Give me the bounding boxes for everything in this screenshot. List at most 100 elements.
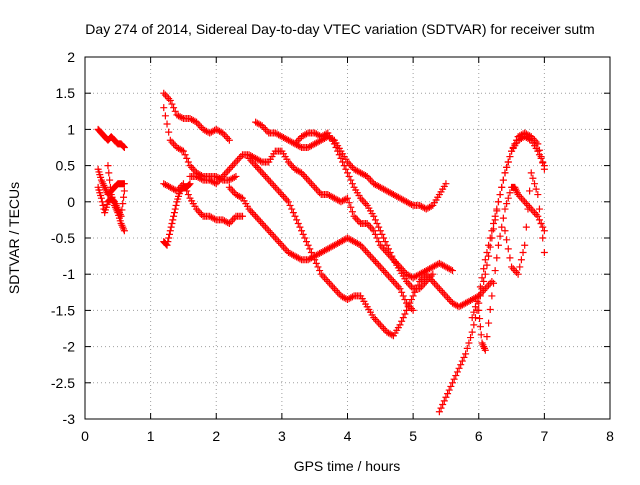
data-point-dense [329,283,337,291]
data-point [376,227,384,235]
data-point-dense [358,196,366,204]
data-point-dense [302,130,310,138]
chart-title: Day 274 of 2014, Sidereal Day-to-day VTE… [85,21,594,37]
data-point-dense [229,162,237,170]
data-point-dense [522,200,530,208]
data-point-dense [342,165,350,173]
data-point [166,96,174,104]
data-point-dense [394,283,402,291]
data-point-dense [211,215,219,223]
data-point [258,169,266,177]
data-point-dense [386,248,394,256]
data-point-dense [296,143,304,151]
data-point [442,292,450,300]
data-point-dense [465,339,473,347]
data-point [311,256,319,264]
data-point-dense [539,159,547,167]
data-point-dense [255,216,263,224]
data-point-dense [276,239,284,247]
data-point [337,154,345,162]
data-point [330,285,338,293]
data-point-dense [163,120,171,128]
data-point [409,306,417,314]
data-point-dense [483,283,491,291]
data-point-dense [485,252,493,260]
data-point-dense [170,140,178,148]
data-point [370,227,378,235]
data-point [389,277,397,285]
x-axis-label: GPS time / hours [294,458,401,474]
data-point-dense [535,146,543,154]
data-point-dense [504,245,512,253]
data-point [449,379,456,387]
data-point [422,277,430,285]
data-point-dense [375,319,383,327]
data-point [284,198,292,206]
data-point-dense [539,223,547,231]
data-point-dense [388,252,396,260]
data-point-dense [485,319,493,327]
data-point-dense [399,314,407,322]
data-point [239,212,246,220]
data-point-dense [532,185,540,193]
data-point-dense [512,268,520,276]
data-point [225,183,233,191]
data-point [475,299,483,307]
data-point-dense [168,138,176,146]
data-point-dense [385,272,393,280]
data-point-dense [499,176,507,184]
data-point-dense [373,259,381,267]
data-point-dense [447,382,455,390]
data-point-dense [503,163,511,171]
data-point-dense [478,285,486,293]
data-point-dense [299,230,307,238]
y-tick-label: -2 [63,339,76,355]
data-point-dense [227,185,235,193]
data-point-dense [437,286,445,294]
data-point-dense [283,196,291,204]
data-point-dense [165,234,173,242]
data-point-dense [250,210,258,218]
data-point-dense [319,272,327,280]
data-point-dense [165,230,173,238]
data-point-dense [509,265,517,273]
data-point-dense [270,232,278,240]
data-point-dense [286,201,294,209]
y-tick-label: 2 [67,49,75,65]
data-point-dense [273,236,281,244]
data-point-dense [458,357,466,365]
data-point [501,205,509,213]
data-point-dense [406,299,414,307]
data-point-dense [476,315,484,323]
data-point-dense [424,276,432,284]
data-point-dense [526,203,534,211]
series-sat-p [475,183,548,354]
data-point-dense [512,136,520,144]
data-point-dense [511,140,519,148]
data-point-dense [539,234,547,242]
data-point-dense [316,267,324,275]
data-point-dense [325,279,333,287]
data-point [442,393,450,401]
data-point-dense [281,194,289,202]
data-point-dense [360,245,368,253]
data-point [540,248,548,256]
data-point [160,104,168,112]
data-point-dense [322,276,330,284]
data-point-dense [386,330,394,338]
data-point-dense [170,104,178,112]
data-point-dense [509,144,517,151]
data-point-dense [176,113,184,121]
data-point-dense [399,292,407,300]
data-point-dense [161,91,169,99]
data-point-dense [480,277,488,285]
data-point-dense [426,274,434,282]
data-point-dense [532,138,540,146]
data-point [350,212,358,220]
data-point-dense [217,174,225,182]
data-point-dense [170,209,178,217]
series-sat-a [94,125,128,151]
data-point [416,277,424,285]
data-point-dense [437,404,445,412]
data-point-dense [171,205,179,213]
